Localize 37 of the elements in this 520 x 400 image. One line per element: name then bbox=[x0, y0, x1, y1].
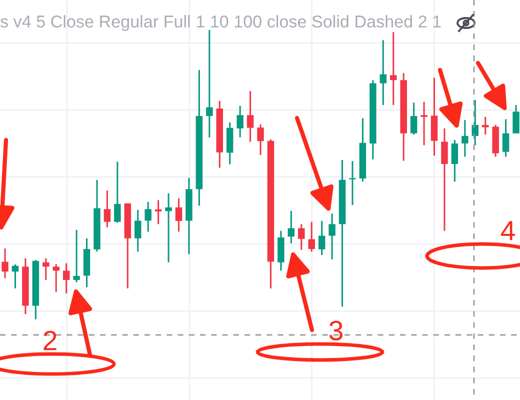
candlestick bbox=[175, 198, 182, 232]
candlestick bbox=[298, 223, 305, 251]
candlestick bbox=[318, 220, 326, 256]
candlestick bbox=[328, 212, 336, 260]
candlestick bbox=[12, 264, 19, 290]
candlestick bbox=[451, 139, 458, 182]
candlestick bbox=[104, 190, 111, 228]
candlestick bbox=[52, 263, 60, 293]
candlestick bbox=[257, 124, 264, 156]
candlestick bbox=[380, 39, 387, 106]
candlestick bbox=[512, 104, 520, 134]
candlestick bbox=[42, 258, 50, 281]
candlestick bbox=[114, 160, 121, 224]
candlestick bbox=[62, 262, 70, 294]
candlestick bbox=[288, 210, 295, 244]
text: 3 bbox=[329, 320, 343, 340]
annotation: 4 bbox=[500, 221, 515, 240]
candlestick bbox=[206, 29, 213, 138]
candlestick bbox=[246, 90, 254, 142]
candlestick bbox=[410, 102, 418, 136]
candlestick bbox=[462, 119, 468, 158]
candlestick bbox=[502, 118, 510, 158]
candlestick bbox=[73, 229, 80, 284]
candlestick bbox=[308, 221, 315, 252]
annotation: s v4 5 Close Regular Full 1 10 100 close Solid Dashed 2 1 bbox=[0, 15, 441, 31]
candlestick bbox=[236, 105, 244, 138]
candlestick bbox=[390, 31, 397, 106]
candlestick bbox=[420, 101, 428, 146]
candlestick bbox=[482, 116, 489, 136]
candlestick bbox=[2, 248, 8, 279]
candlestick bbox=[441, 128, 448, 232]
candlestick bbox=[349, 160, 356, 206]
candlestick bbox=[144, 201, 152, 232]
text: 2 bbox=[44, 330, 56, 350]
candlestick bbox=[154, 199, 162, 225]
candlestick bbox=[165, 192, 172, 264]
candlestick bbox=[134, 209, 142, 252]
